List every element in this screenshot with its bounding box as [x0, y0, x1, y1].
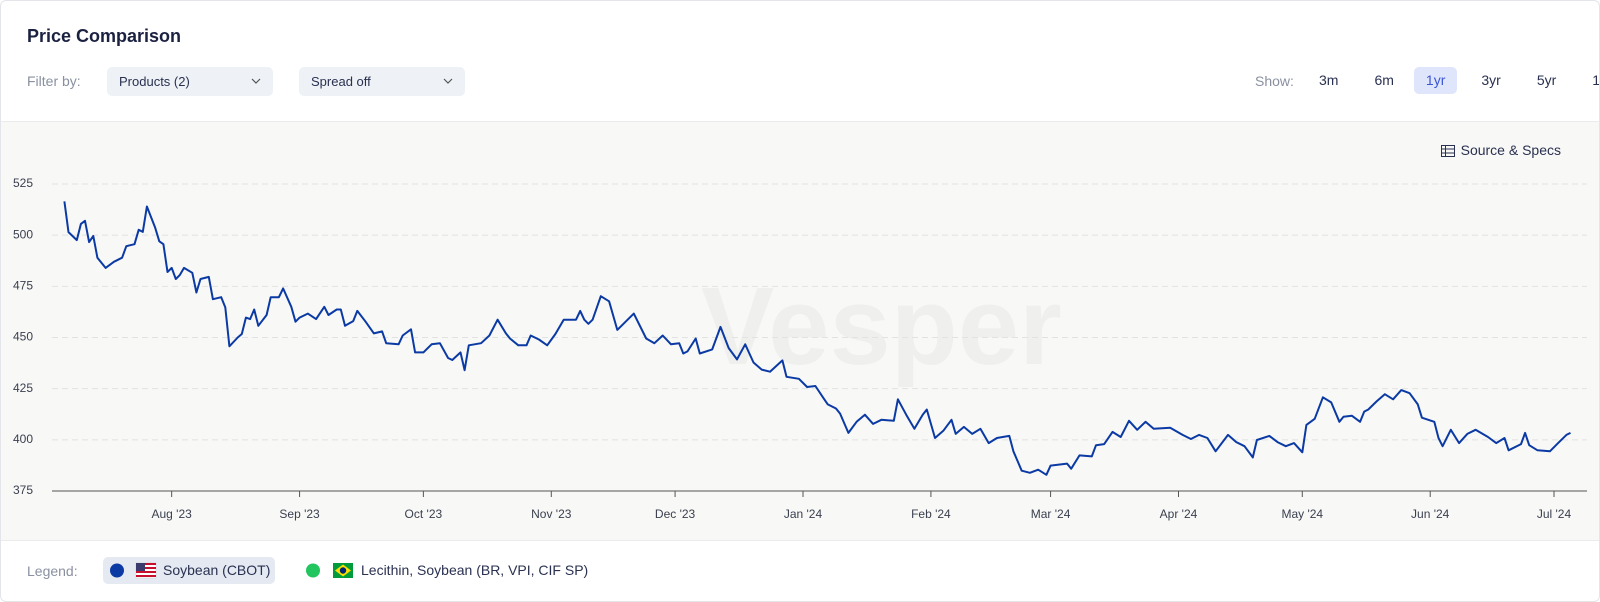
- x-tick-label: Mar '24: [1031, 507, 1071, 521]
- dropdown-text: Spread off: [311, 74, 371, 89]
- legend-text: Lecithin, Soybean (BR, VPI, CIF SP): [361, 562, 589, 578]
- y-tick-label: 400: [13, 432, 33, 446]
- x-tick-label: Jan '24: [784, 507, 823, 521]
- card-title: Price Comparison: [27, 26, 182, 46]
- range-button[interactable]: 6m: [1374, 72, 1394, 88]
- x-tick-label: Sep '23: [279, 507, 320, 521]
- x-tick-label: Oct '23: [405, 507, 443, 521]
- dropdown-text: Products (2): [119, 74, 190, 89]
- show-label: Show:: [1255, 73, 1294, 89]
- x-tick-label: May '24: [1281, 507, 1323, 521]
- x-tick-label: Feb '24: [911, 507, 951, 521]
- legend-dot: [306, 563, 320, 578]
- legend-icons: [110, 562, 157, 579]
- range-button[interactable]: 5yr: [1536, 72, 1557, 88]
- x-tick-label: Jul '24: [1537, 507, 1572, 521]
- range-button[interactable]: 3yr: [1481, 72, 1501, 88]
- y-tick-label: 375: [13, 483, 33, 497]
- chevron: [443, 78, 453, 84]
- filter-label: Filter by:: [27, 73, 81, 89]
- legend-dot: [110, 563, 124, 578]
- y-tick-label: 475: [13, 279, 33, 293]
- link-text: Source & Specs: [1460, 142, 1561, 158]
- legend-text: Soybean (CBOT): [163, 562, 271, 578]
- y-tick-label: 450: [13, 330, 33, 344]
- x-tick-label: Dec '23: [655, 507, 696, 521]
- legend-item[interactable]: Soybean (CBOT): [103, 557, 275, 584]
- chevron: [251, 78, 261, 84]
- legend-item[interactable]: Lecithin, Soybean (BR, VPI, CIF SP): [297, 557, 597, 584]
- y-tick-label: 425: [13, 381, 33, 395]
- range-button[interactable]: 1yr: [1413, 67, 1458, 94]
- x-tick-label: Nov '23: [531, 507, 572, 521]
- y-tick-label: 525: [13, 176, 33, 190]
- products-dropdown[interactable]: Products (2): [107, 67, 273, 96]
- x-tick-label: Aug '23: [151, 507, 192, 521]
- y-tick-label: 500: [13, 227, 33, 241]
- price-line: [63, 201, 1571, 476]
- x-tick-label: Apr '24: [1160, 507, 1198, 521]
- legend-icons: [306, 563, 353, 578]
- line-chart: 375 400 425 450 475 500 525 Aug '23 Sep '23 Oct '…: [13, 176, 1587, 521]
- table-icon: [1440, 145, 1455, 157]
- range-button[interactable]: 3m: [1319, 72, 1339, 88]
- range-button[interactable]: 10yr: [1592, 72, 1600, 88]
- source-specs-link[interactable]: Source & Specs: [1440, 142, 1561, 158]
- x-tick-label: Jun '24: [1411, 507, 1450, 521]
- spread-dropdown[interactable]: Spread off: [299, 67, 465, 96]
- chart-area: [1, 121, 1599, 541]
- legend-title: Legend:: [27, 563, 78, 579]
